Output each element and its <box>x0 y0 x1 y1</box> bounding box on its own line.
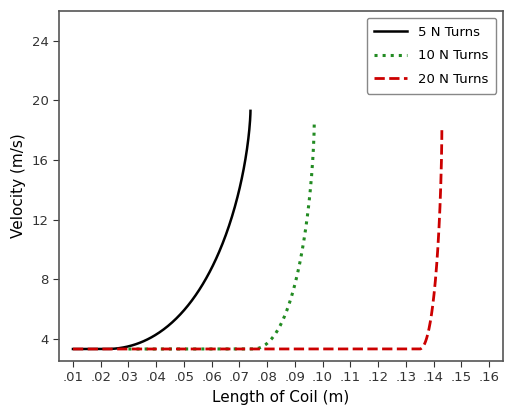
10 N Turns <box>276 327 282 332</box>
10 N Turns <box>125 347 132 352</box>
X-axis label: Length of Coil (m): Length of Coil (m) <box>212 390 350 405</box>
20 N Turns <box>369 347 375 352</box>
20 N Turns <box>435 248 441 253</box>
Line: 10 N Turns: 10 N Turns <box>128 123 314 349</box>
10 N Turns <box>311 120 317 125</box>
5 N Turns <box>194 290 200 295</box>
5 N Turns <box>162 325 169 330</box>
10 N Turns <box>289 293 295 298</box>
Line: 20 N Turns: 20 N Turns <box>73 130 442 349</box>
Line: 5 N Turns: 5 N Turns <box>73 111 250 349</box>
10 N Turns <box>300 244 306 249</box>
10 N Turns <box>285 305 291 310</box>
10 N Turns <box>233 347 239 352</box>
Y-axis label: Velocity (m/s): Velocity (m/s) <box>11 134 26 238</box>
20 N Turns <box>426 327 432 332</box>
20 N Turns <box>431 295 437 300</box>
5 N Turns <box>221 239 227 244</box>
10 N Turns <box>301 235 307 240</box>
5 N Turns <box>224 229 230 234</box>
20 N Turns <box>439 128 445 133</box>
20 N Turns <box>70 347 76 352</box>
5 N Turns <box>186 302 192 307</box>
Legend: 5 N Turns, 10 N Turns, 20 N Turns: 5 N Turns, 10 N Turns, 20 N Turns <box>366 18 497 94</box>
5 N Turns <box>99 347 105 352</box>
20 N Turns <box>429 306 435 311</box>
20 N Turns <box>435 238 442 243</box>
5 N Turns <box>70 347 76 352</box>
5 N Turns <box>247 108 253 113</box>
